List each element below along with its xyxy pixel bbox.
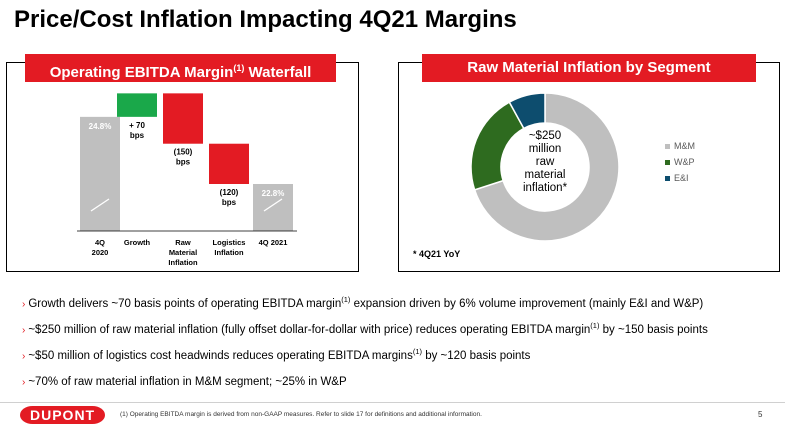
bullet-list: › Growth delivers ~70 basis points of ope…	[22, 292, 782, 396]
legend-label: W&P	[674, 157, 695, 167]
waterfall-value-label: 22.8%	[262, 189, 285, 198]
chevron-right-icon: ›	[22, 298, 26, 310]
bullet-text: ~$50 million of logistics cost headwinds…	[28, 349, 413, 362]
waterfall-value-label: (120) bps	[220, 188, 239, 207]
bullet-text: ~70% of raw material inflation in M&M se…	[28, 375, 347, 388]
legend-label: M&M	[674, 141, 695, 151]
waterfall-value-label: 24.8%	[89, 122, 112, 131]
page-number: 5	[758, 410, 763, 419]
segment-panel-header: Raw Material Inflation by Segment	[422, 54, 756, 82]
waterfall-bar	[253, 184, 293, 231]
waterfall-panel: Operating EBITDA Margin(1) Waterfall 24.…	[6, 54, 359, 272]
logo-text: DUPONT	[20, 406, 106, 424]
donut-hole	[502, 124, 588, 210]
dupont-logo: DUPONT	[20, 405, 106, 425]
donut-chart: ~$250 million raw material inflation* M&M W&P E…	[470, 92, 695, 242]
legend-swatch	[665, 160, 670, 165]
waterfall-header-suffix: Waterfall	[244, 64, 312, 81]
chevron-right-icon: ›	[22, 324, 26, 336]
waterfall-bar	[117, 93, 157, 117]
chevron-right-icon: ›	[22, 350, 26, 362]
waterfall-bar	[209, 143, 249, 184]
bullet-text-tail: by ~120 basis points	[422, 349, 531, 362]
bullet-text: ~$250 million of raw material inflation …	[28, 323, 591, 336]
legend-swatch	[665, 144, 670, 149]
axis-break-icon	[90, 198, 110, 212]
waterfall-category-label: Logistics Inflation	[213, 238, 246, 257]
waterfall-panel-header: Operating EBITDA Margin(1) Waterfall	[25, 54, 336, 82]
donut-slice	[508, 92, 546, 130]
footer-divider	[0, 402, 785, 403]
bullet-item: › ~$50 million of logistics cost headwind…	[22, 344, 782, 370]
bullet-sup: (1)	[341, 295, 351, 304]
bullet-item: › ~70% of raw material inflation in M&M s…	[22, 370, 782, 396]
donut-center-label: ~$250 million raw material inflation*	[523, 130, 568, 194]
waterfall-header-text: Operating EBITDA Margin	[49, 64, 234, 81]
waterfall-category-label: 4Q 2020	[92, 238, 109, 257]
axis-break-icon	[263, 198, 283, 212]
bullet-text-tail: expansion driven by 6% volume improvemen…	[350, 297, 704, 310]
waterfall-bar	[80, 116, 120, 231]
waterfall-category-label: Raw Material Inflation	[168, 238, 198, 267]
donut-slice	[473, 92, 620, 242]
footnote: (1) Operating EBITDA margin is derived f…	[120, 411, 482, 418]
bullet-item: › Growth delivers ~70 basis points of ope…	[22, 292, 782, 318]
waterfall-value-label: (150) bps	[174, 148, 193, 167]
yoy-note: * 4Q21 YoY	[413, 249, 461, 259]
bullet-item: › ~$250 million of raw material inflation…	[22, 318, 782, 344]
waterfall-chart: 24.8% 4Q 2020 + 70 bps Growth (150) bps Raw Mater…	[77, 93, 297, 267]
chevron-right-icon: ›	[22, 376, 26, 388]
waterfall-category-label: 4Q 2021	[259, 238, 288, 247]
segment-panel: Raw Material Inflation by Segment ~$250 m…	[398, 54, 780, 272]
page-title: Price/Cost Inflation Impacting 4Q21 Marg…	[14, 6, 517, 33]
waterfall-bar	[163, 93, 203, 144]
bullet-text-tail: by ~150 basis points	[599, 323, 708, 336]
bullet-sup: (1)	[590, 321, 600, 330]
waterfall-value-label: + 70 bps	[129, 121, 145, 140]
waterfall-header-sup: (1)	[233, 63, 245, 73]
bullet-sup: (1)	[412, 347, 423, 356]
waterfall-category-label: Growth	[124, 238, 151, 247]
bullet-text: Growth delivers ~70 basis points of oper…	[28, 297, 342, 310]
legend-swatch	[665, 176, 670, 181]
legend-label: E&I	[674, 173, 689, 183]
